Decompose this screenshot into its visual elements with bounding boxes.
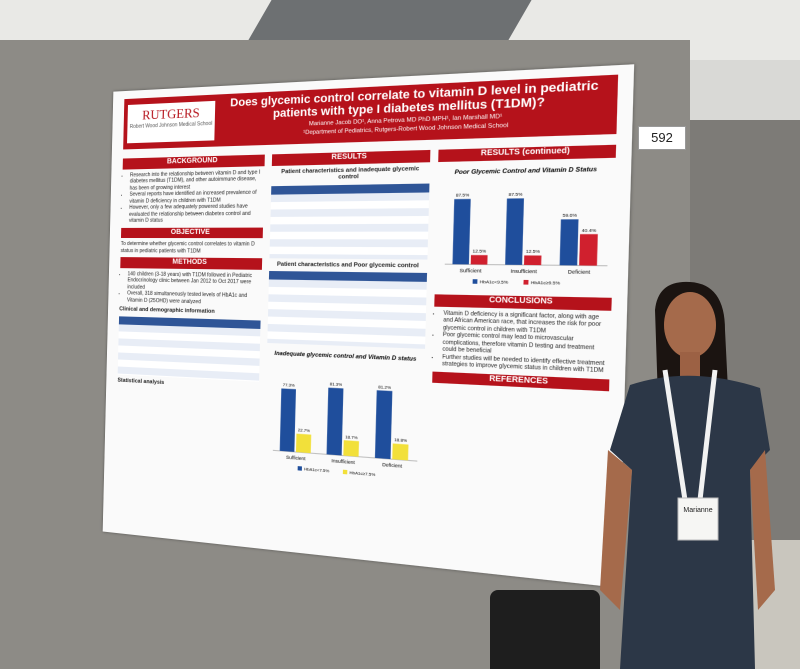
chart-title: Inadequate glycemic control and Vitamin … xyxy=(274,351,416,364)
x-tick-label: Insufficient xyxy=(511,268,538,274)
value-label: 12.5% xyxy=(473,249,487,254)
bar xyxy=(452,198,471,264)
table-title: Patient characteristics and Poor glycemi… xyxy=(276,260,419,269)
bullet-list: Research into the relationship between v… xyxy=(121,169,264,225)
bar xyxy=(392,443,409,461)
bar xyxy=(295,433,312,454)
table xyxy=(269,182,430,259)
bullet-list: 140 children (3-18 years) with T1DM foll… xyxy=(119,271,261,307)
bar xyxy=(374,390,393,460)
heading: METHODS xyxy=(120,257,263,270)
bullet: However, only a few adequately powered s… xyxy=(129,203,264,224)
badge-name: Marianne xyxy=(683,507,712,514)
bullet: 140 children (3-18 years) with T1DM foll… xyxy=(127,271,262,293)
value-label: 22.7% xyxy=(298,428,311,433)
bar xyxy=(470,254,488,265)
neck xyxy=(680,352,700,377)
subheading: Clinical and demographic information xyxy=(119,306,215,316)
value-label: 18.7% xyxy=(345,435,358,440)
column: BACKGROUND Research into the relationshi… xyxy=(117,151,265,394)
chart-title: Poor Glycemic Control and Vitamin D Stat… xyxy=(454,166,597,176)
heading: RESULTS (continued) xyxy=(438,144,617,162)
legend-swatch xyxy=(297,466,302,471)
bar xyxy=(505,197,524,265)
legend-swatch xyxy=(472,278,478,284)
heading: OBJECTIVE xyxy=(120,227,263,239)
ceiling-beam xyxy=(248,0,532,40)
value-label: 87.5% xyxy=(456,193,470,198)
paragraph: To determine whether glycemic control co… xyxy=(120,241,255,255)
booth-number: 592 xyxy=(638,126,686,150)
x-tick-label: Sufficient xyxy=(460,267,483,273)
arm xyxy=(600,450,632,610)
x-tick-label: Deficient xyxy=(568,268,591,274)
value-label: 77.3% xyxy=(283,383,296,388)
value-label: 40.4% xyxy=(582,228,597,233)
bullet: Overall, 318 simultaneously tested level… xyxy=(127,290,261,306)
table xyxy=(117,315,261,382)
person: Marianne xyxy=(600,281,775,669)
table-title: Patient characteristics and inadequate g… xyxy=(281,165,420,181)
lanyard xyxy=(662,369,718,501)
x-tick-label: Sufficient xyxy=(286,454,306,461)
value-label: 59.6% xyxy=(563,213,578,218)
bar xyxy=(579,233,598,266)
column: RESULTS Patient characteristics and inad… xyxy=(264,147,431,489)
arm xyxy=(750,450,775,610)
heading: RESULTS xyxy=(271,149,431,166)
badge xyxy=(677,497,719,541)
bar xyxy=(559,218,579,265)
column: RESULTS (continued) Poor Glycemic Contro… xyxy=(432,141,617,395)
value-label: 18.8% xyxy=(394,438,408,444)
bullet: Several reports have identified an incre… xyxy=(129,189,264,205)
bar xyxy=(524,254,542,265)
bar xyxy=(326,387,344,456)
value-label: 87.5% xyxy=(509,192,524,197)
legend-swatch xyxy=(342,469,348,475)
table xyxy=(267,270,428,349)
heading: BACKGROUND xyxy=(122,154,265,170)
x-tick-label: Insufficient xyxy=(331,458,355,465)
bar-chart: Inadequate glycemic control and Vitamin … xyxy=(264,351,425,478)
legend-swatch xyxy=(523,279,529,285)
poster: RUTGERS Robert Wood Johnson Medical Scho… xyxy=(102,64,635,588)
value-label: 81.3% xyxy=(330,382,343,387)
value-label: 12.5% xyxy=(526,249,541,254)
legend-label: HbA1c<9.5% xyxy=(480,279,509,284)
bar xyxy=(279,388,296,452)
x-tick-label: Deficient xyxy=(382,462,403,469)
logo: RUTGERS Robert Wood Johnson Medical Scho… xyxy=(127,100,216,144)
face xyxy=(664,292,716,358)
value-label: 81.2% xyxy=(378,385,392,390)
legend-label: HbA1c<7.5% xyxy=(304,467,330,474)
chair xyxy=(490,590,600,669)
bullet: Research into the relationship between v… xyxy=(130,169,265,192)
bar xyxy=(343,440,359,457)
legend-label: HbA1c≥7.5% xyxy=(349,471,376,478)
bar-chart: Poor Glycemic Control and Vitamin D Stat… xyxy=(435,166,616,285)
legend-label: HbA1c≥9.5% xyxy=(531,280,561,285)
